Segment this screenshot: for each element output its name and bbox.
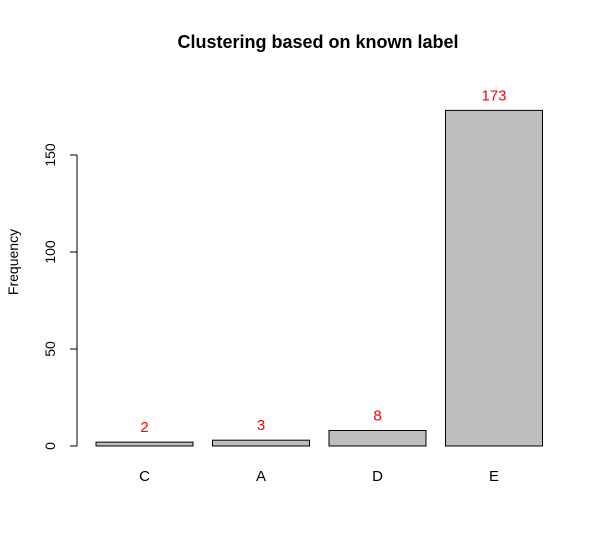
bar-E	[445, 109, 543, 447]
chart-title: Clustering based on known label	[177, 32, 458, 52]
bars-group	[95, 109, 543, 447]
y-tick-label: 0	[42, 442, 58, 450]
category-label-D: D	[372, 468, 383, 485]
bar-A	[212, 439, 310, 447]
data-labels-group: 2 3 8 173	[140, 87, 506, 436]
y-axis-label: Frequency	[5, 229, 21, 295]
bar-C	[95, 441, 194, 447]
data-label-D: 8	[373, 407, 381, 424]
category-label-C: C	[139, 468, 150, 485]
data-label-E: 173	[481, 87, 506, 104]
data-label-A: 3	[257, 417, 265, 434]
y-axis: 0 50 100 150	[42, 143, 78, 450]
data-label-C: 2	[140, 419, 148, 436]
bar-D	[328, 429, 427, 447]
category-label-E: E	[489, 468, 499, 485]
y-tick-label: 150	[42, 143, 58, 167]
category-label-A: A	[256, 468, 266, 485]
y-tick-label: 100	[42, 240, 58, 264]
y-tick-label: 50	[42, 341, 58, 357]
